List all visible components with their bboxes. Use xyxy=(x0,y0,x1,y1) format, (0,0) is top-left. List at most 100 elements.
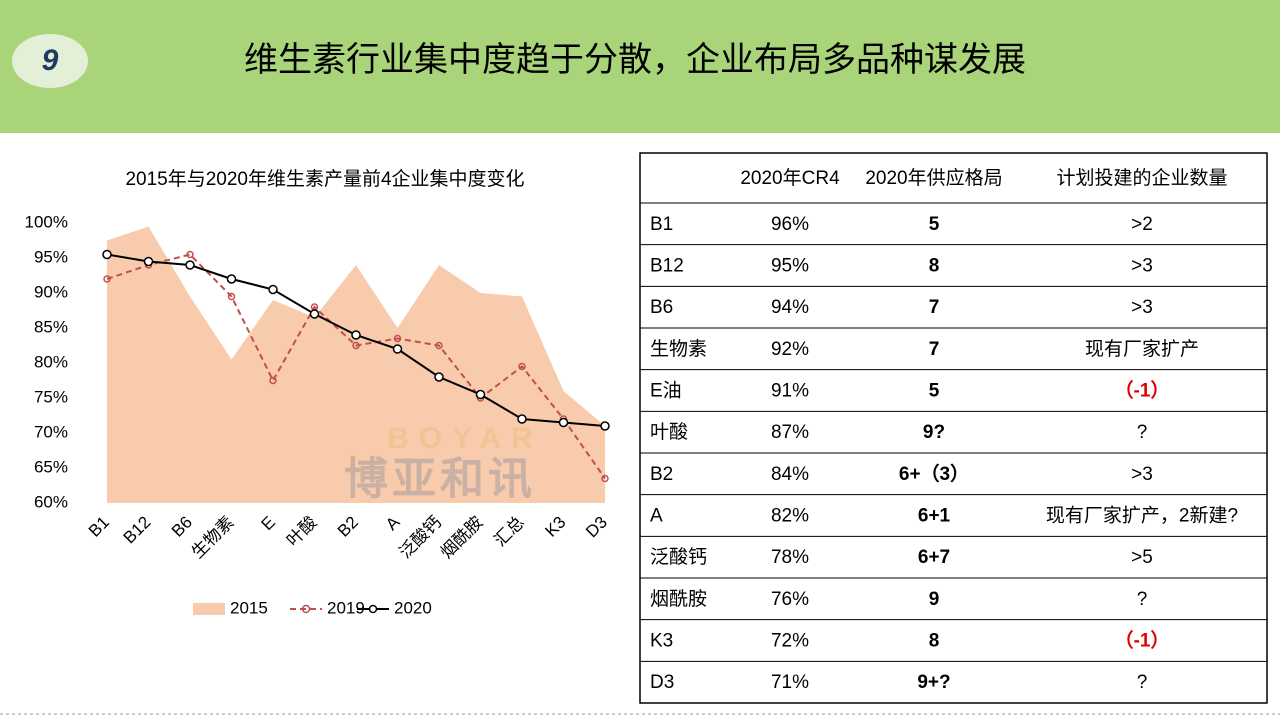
point xyxy=(352,341,360,350)
table-cell: 92% xyxy=(771,339,809,360)
table: 2020年CR4 2020年供应格局 计划投建的企业数量 B1 96% 5 >2 B12 95%… xyxy=(639,152,1268,704)
table-cell: 5 xyxy=(929,381,940,402)
point xyxy=(558,417,569,428)
y-tick-label: 90% xyxy=(34,282,68,301)
table-cell: 叶酸 xyxy=(650,421,688,443)
legend-swatch xyxy=(193,603,225,615)
slide-number: 9 xyxy=(42,44,59,77)
y-tick-label: 100% xyxy=(25,212,68,231)
table-cell: 71% xyxy=(771,672,809,693)
point xyxy=(351,330,361,340)
watermark-chinese: 博亚和讯 xyxy=(344,455,536,504)
point xyxy=(434,372,444,382)
table-cell: 9? xyxy=(923,422,945,443)
point xyxy=(185,260,195,270)
table-cell: K3 xyxy=(650,631,673,652)
table-header: 2020年CR4 xyxy=(740,167,840,189)
table-cell: 5 xyxy=(929,214,940,235)
x-tick-label: B1 xyxy=(85,513,113,541)
table-cell: 烟酰胺 xyxy=(650,588,707,610)
table-cell: 8 xyxy=(929,631,940,652)
y-tick-label: 80% xyxy=(34,352,68,371)
table-cell: ? xyxy=(1137,422,1148,443)
table-cell: B1 xyxy=(650,214,673,235)
y-tick-label: 65% xyxy=(34,457,68,476)
table-cell: >3 xyxy=(1131,464,1153,485)
table-cell: 94% xyxy=(771,297,809,318)
x-tick-label: E xyxy=(258,513,279,534)
table-cell: >3 xyxy=(1131,256,1153,277)
table-cell: ? xyxy=(1137,672,1148,693)
table-cell: 72% xyxy=(771,631,809,652)
table-cell: 6+7 xyxy=(918,547,950,568)
table-cell: 6+（3） xyxy=(899,462,969,485)
point xyxy=(143,256,154,267)
x-tick-label: 烟酰胺 xyxy=(437,513,486,562)
table-cell: 96% xyxy=(771,214,809,235)
table-cell: B6 xyxy=(650,297,673,318)
point xyxy=(227,292,236,301)
legend-marker xyxy=(368,604,378,614)
table-cell: 87% xyxy=(771,422,809,443)
point xyxy=(392,344,403,354)
point xyxy=(226,274,237,284)
point xyxy=(475,389,486,400)
table-cell: 现有厂家扩产，2新建? xyxy=(1046,505,1238,527)
x-tick-label: 生物素 xyxy=(188,513,237,562)
table-cell: 84% xyxy=(771,464,809,485)
point xyxy=(517,414,527,424)
legend-label: 2015 xyxy=(230,598,268,617)
table-cell: 8 xyxy=(929,256,940,277)
y-tick-label: 85% xyxy=(34,317,68,336)
x-tick-label: D3 xyxy=(582,513,611,542)
point xyxy=(269,376,277,385)
x-tick-label: B12 xyxy=(120,513,155,548)
table-header: 2020年供应格局 xyxy=(865,167,1002,189)
table-cell: D3 xyxy=(650,672,674,693)
table-cell: ? xyxy=(1137,589,1148,610)
table-cell: E油 xyxy=(650,380,682,402)
table-cell: B2 xyxy=(650,464,673,485)
slide-title: 维生素行业集中度趋于分散，企业布局多品种谋发展 xyxy=(244,41,1026,79)
table-header: 计划投建的企业数量 xyxy=(1056,167,1227,189)
x-tick-label: B2 xyxy=(334,513,362,541)
x-tick-label: 泛酸钙 xyxy=(396,513,445,562)
table-cell: 91% xyxy=(771,381,809,402)
table-cell: >2 xyxy=(1131,214,1153,235)
table-cell: 78% xyxy=(771,547,809,568)
number-badge xyxy=(12,34,88,88)
header-band xyxy=(0,0,1280,133)
point xyxy=(186,250,194,259)
legend-label: 2020 xyxy=(394,598,432,617)
y-tick-label: 60% xyxy=(34,492,68,511)
table-cell: A xyxy=(650,506,663,527)
series-line xyxy=(106,253,606,480)
point xyxy=(309,309,320,319)
table-cell: 7 xyxy=(929,297,940,318)
table-border xyxy=(639,152,1268,704)
table-cell: （-1） xyxy=(1115,379,1170,402)
legend-label: 2019 xyxy=(327,598,365,617)
y-tick-label: 75% xyxy=(34,387,68,406)
point xyxy=(103,275,111,283)
x-tick-label: B6 xyxy=(168,513,196,541)
y-tick-label: 95% xyxy=(34,247,68,266)
table-cell: 生物素 xyxy=(650,338,707,360)
table-cell: 9 xyxy=(929,589,940,610)
table-cell: >3 xyxy=(1131,297,1153,318)
table-cell: 9+? xyxy=(917,672,950,693)
y-tick-label: 70% xyxy=(34,422,68,441)
table-cell: 现有厂家扩产 xyxy=(1085,338,1199,360)
point xyxy=(518,362,526,371)
point xyxy=(435,341,443,350)
table-cell: 泛酸钙 xyxy=(650,546,707,568)
point xyxy=(601,474,609,483)
x-tick-label: A xyxy=(382,512,404,534)
table-cell: 7 xyxy=(929,339,940,360)
table-cell: 95% xyxy=(771,256,809,277)
table-cell: 6+1 xyxy=(918,506,951,527)
table-cell: B12 xyxy=(650,256,684,277)
area-2015 xyxy=(107,226,605,503)
